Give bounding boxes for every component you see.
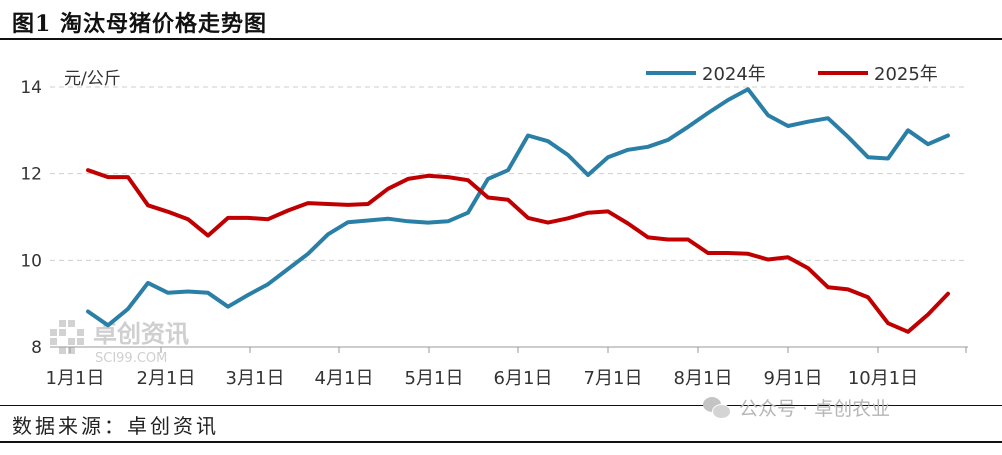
wechat-icon [703, 395, 731, 419]
wechat-account-label: 公众号 · 卓创农业 [739, 397, 891, 420]
x-tick-label: 6月1日 [494, 368, 553, 389]
x-tick-label: 1月1日 [46, 368, 105, 389]
watermark-code: SCI99.COM [95, 351, 167, 366]
watermark-logo-cell [68, 338, 75, 345]
x-tick-label: 2月1日 [137, 368, 196, 389]
source-note: 数据来源：卓创资讯 [12, 414, 219, 438]
y-tick-label: 14 [20, 78, 42, 98]
y-gridlines [50, 86, 968, 261]
x-tick-label: 10月1日 [848, 368, 918, 389]
legend: 2024年 2025年 [646, 64, 938, 85]
watermark-logo-cell [50, 338, 57, 345]
watermark-logo-cell [77, 329, 84, 336]
title-rule [0, 38, 1002, 40]
series-line-1 [86, 87, 950, 328]
series-lines [86, 87, 950, 334]
watermark-logo-cell [59, 329, 66, 336]
unit-label: 元/公斤 [64, 69, 121, 89]
watermark-logo-cell [77, 338, 84, 345]
figure-title: 图1 淘汰母猪价格走势图 [12, 11, 267, 37]
x-tick-label: 7月1日 [584, 368, 643, 389]
watermark-logo-cell [68, 347, 75, 354]
legend-label: 2024年 [702, 64, 766, 85]
wechat-watermark: 公众号 · 卓创农业 [703, 392, 890, 422]
x-tick-label: 9月1日 [764, 368, 823, 389]
y-tick-label: 10 [20, 251, 42, 271]
x-tick-label: 5月1日 [405, 368, 464, 389]
series-line-2 [86, 168, 950, 334]
y-tick-labels: 8 10 12 14 [20, 78, 42, 358]
x-tick-label: 8月1日 [674, 368, 733, 389]
legend-label: 2025年 [874, 64, 938, 85]
y-tick-label: 8 [31, 338, 42, 358]
watermark-logo-cell [68, 320, 75, 327]
x-tick-marks [69, 347, 967, 353]
watermark-logo [50, 320, 84, 354]
watermark-logo-cell [50, 329, 57, 336]
footer-rule-bottom [0, 441, 1002, 443]
x-tick-labels: 1月1日 2月1日 3月1日 4月1日 5月1日 6月1日 7月1日 8月1日 9月1日 10月1… [46, 368, 919, 389]
footer-rule-top [0, 405, 1002, 406]
x-tick-label: 3月1日 [226, 368, 285, 389]
watermark-logo-cell [59, 347, 66, 354]
y-tick-label: 12 [20, 165, 42, 185]
x-tick-label: 4月1日 [315, 368, 374, 389]
watermark-logo-cell [59, 320, 66, 327]
